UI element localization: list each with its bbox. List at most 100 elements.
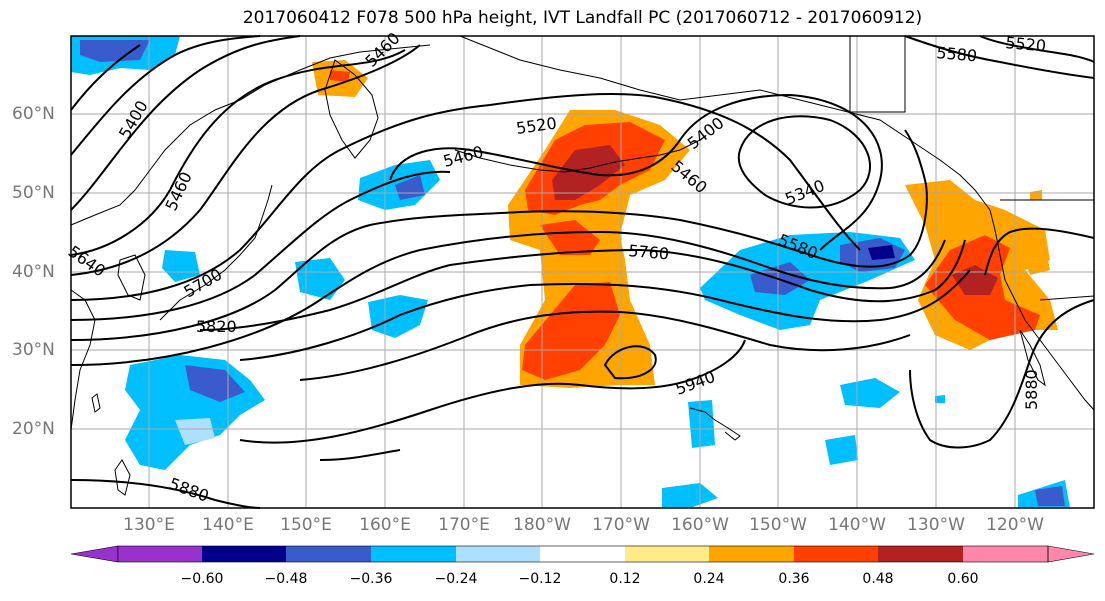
- height-contour-line: [70, 93, 861, 301]
- height-contour-line: [319, 449, 401, 461]
- lat-label: 50°N: [12, 183, 55, 203]
- ivt-negative-region: [175, 418, 215, 445]
- ivt-shading: [71, 36, 1070, 508]
- height-contour-line: [70, 44, 421, 276]
- coastline-aleutians: [454, 139, 701, 173]
- colorbar-tick-label: 0.12: [609, 571, 641, 587]
- contour-label: 5820: [196, 317, 237, 336]
- lon-label: 150°E: [280, 515, 332, 535]
- ivt-negative-region: [185, 365, 245, 402]
- colorbar-tick-label: 0.36: [778, 571, 810, 587]
- height-contour-line: [904, 35, 1095, 79]
- coastline-japan: [159, 184, 273, 321]
- lon-label: 130°E: [123, 515, 175, 535]
- colorbar-segment: [371, 546, 456, 562]
- ivt-negative-region: [1035, 486, 1065, 506]
- ivt-negative-region: [868, 245, 895, 260]
- coastline-taiwan: [91, 393, 101, 413]
- lat-label: 30°N: [12, 340, 55, 360]
- colorbar-tick-label: 0.24: [693, 571, 725, 587]
- height-contour-line: [239, 269, 971, 361]
- coastline-philippines: [114, 459, 131, 496]
- lat-label: 40°N: [12, 262, 55, 282]
- coastline-korea: [117, 254, 146, 301]
- lat-label: 20°N: [12, 419, 55, 439]
- map-title: 2017060412 F078 500 hPa height, IVT Land…: [242, 8, 923, 28]
- height-contour-line: [70, 170, 451, 321]
- lon-label: 160°W: [671, 515, 729, 535]
- contour-label: 5520: [1005, 33, 1047, 55]
- map-frame: [70, 35, 1095, 509]
- height-contour-line: [70, 129, 928, 341]
- height-contour-line: [70, 35, 261, 156]
- contour-label: 5880: [1022, 369, 1041, 410]
- colorbar-segment: [202, 546, 286, 562]
- colorbar-segment: [625, 546, 709, 562]
- colorbar-tick-label: −0.48: [264, 571, 308, 587]
- colorbar-segment: [456, 546, 540, 562]
- colorbar-segment: [963, 546, 1048, 562]
- border-us-mexico: [1039, 295, 1095, 301]
- height-contour-line: [984, 227, 1095, 276]
- colorbar-extend-max: [1047, 545, 1095, 563]
- ivt-negative-region: [395, 175, 425, 200]
- lon-label: 130°W: [907, 515, 965, 535]
- coastlines: [70, 35, 1095, 496]
- height-contour-line: [603, 345, 657, 380]
- ivt-negative-region: [825, 435, 858, 465]
- height-contour-line: [979, 35, 1095, 63]
- ivt-negative-region: [295, 258, 345, 300]
- contour-label: 5580: [936, 43, 978, 65]
- lon-label: 160°E: [359, 515, 411, 535]
- colorbar-segment: [709, 546, 794, 562]
- height-contour-line: [389, 93, 883, 251]
- ivt-negative-region: [662, 483, 718, 508]
- ivt-positive-region: [540, 220, 600, 255]
- border-canada: [849, 36, 906, 113]
- coastline-hawaii: [689, 407, 741, 441]
- lon-label: 150°W: [749, 515, 807, 535]
- height-contour-line: [70, 44, 141, 111]
- ivt-negative-region: [840, 378, 900, 408]
- colorbar-segment: [540, 546, 625, 562]
- lon-label: 140°E: [202, 515, 254, 535]
- ivt-negative-region: [80, 40, 150, 62]
- lon-label: 180°W: [513, 515, 571, 535]
- height-contour-line: [70, 479, 261, 509]
- height-contour-line: [737, 115, 871, 209]
- colorbar-tick-label: 0.60: [947, 571, 979, 587]
- lon-label: 170°E: [438, 515, 490, 535]
- colorbar-tick-label: −0.24: [434, 571, 478, 587]
- colorbar-tick-label: −0.36: [349, 571, 393, 587]
- colorbar-segment: [286, 546, 371, 562]
- height-contours: [70, 35, 1095, 509]
- contour-label: 5760: [628, 241, 670, 263]
- height-contour-line: [199, 239, 966, 331]
- coastline-baja: [1019, 329, 1046, 387]
- ivt-positive-region: [522, 282, 620, 380]
- colorbar-tick-label: 0.48: [862, 571, 894, 587]
- colorbar-frame: [117, 545, 1049, 563]
- height-contour-line: [239, 339, 746, 444]
- height-contour-line: [909, 299, 1095, 449]
- colorbar-extend-min: [70, 545, 119, 563]
- coastline-north-america: [989, 209, 1095, 411]
- colorbar-segment: [118, 546, 202, 562]
- colorbar-segment: [794, 546, 878, 562]
- ivt-negative-region: [688, 400, 715, 448]
- lon-label: 140°W: [828, 515, 886, 535]
- ivt-negative-region: [162, 250, 200, 282]
- ivt-positive-region: [330, 70, 350, 82]
- height-contour-line: [299, 310, 911, 381]
- lon-label: 120°W: [986, 515, 1044, 535]
- colorbar-segment: [878, 546, 963, 562]
- coastline-kamchatka: [324, 59, 379, 159]
- lat-label: 60°N: [12, 104, 55, 124]
- ivt-negative-region: [935, 395, 945, 403]
- lon-label: 170°W: [592, 515, 650, 535]
- colorbar-tick-label: −0.60: [180, 571, 224, 587]
- colorbar-tick-label: −0.12: [518, 571, 562, 587]
- colorbar: [70, 545, 1095, 563]
- height-contour-line: [70, 49, 406, 256]
